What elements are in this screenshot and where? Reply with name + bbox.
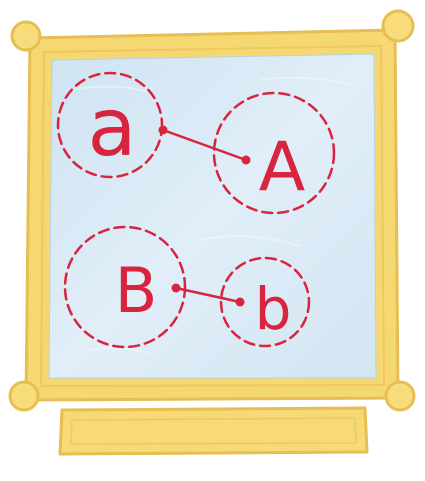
letter-A: A	[259, 128, 306, 207]
dashed-circle-B[interactable]	[63, 225, 187, 349]
frame-corner-knob-bottom-right	[384, 380, 416, 412]
match-dot-1-start	[158, 125, 168, 135]
match-dot-2-start	[171, 283, 181, 293]
letter-b: b	[255, 275, 292, 343]
frame-inner-bevel	[39, 44, 386, 388]
pair-row-1: a A	[56, 71, 336, 215]
match-line-2	[175, 286, 241, 304]
frame-corner-knob-top-right	[381, 9, 415, 43]
pair-row-2: B b	[63, 225, 311, 349]
board-surface	[48, 53, 377, 379]
match-dot-1-end	[241, 155, 251, 165]
letter-B: B	[115, 254, 158, 327]
name-plaque	[58, 406, 369, 456]
frame-corner-knob-top-left	[10, 20, 42, 52]
dashed-circle-b[interactable]	[219, 256, 311, 348]
match-dot-2-end	[235, 297, 245, 307]
plaque-body	[58, 406, 369, 456]
dashed-circle-A[interactable]	[212, 91, 336, 215]
plaque-inner-line	[70, 417, 357, 445]
letter-a: a	[87, 81, 136, 174]
match-line-1	[162, 128, 247, 162]
frame-corner-knob-bottom-left	[8, 380, 40, 412]
dashed-circle-a[interactable]	[56, 71, 164, 179]
